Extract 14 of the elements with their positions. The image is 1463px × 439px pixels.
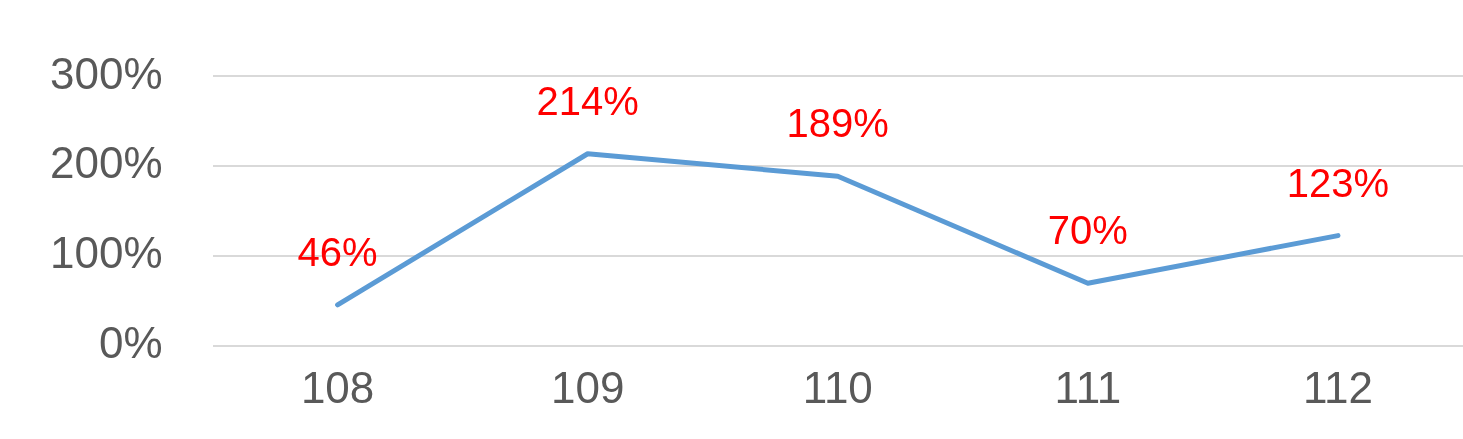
- x-tick-label: 109: [550, 362, 625, 412]
- data-label: 46%: [297, 229, 378, 274]
- data-label: 189%: [786, 101, 889, 146]
- x-tick-label: 112: [1302, 362, 1374, 412]
- data-label: 123%: [1286, 160, 1390, 205]
- x-tick-label: 108: [300, 362, 375, 412]
- y-tick-label: 0%: [98, 318, 163, 368]
- x-tick-label: 111: [1054, 362, 1122, 412]
- data-label: 70%: [1047, 208, 1128, 253]
- data-label: 214%: [536, 78, 639, 123]
- x-tick-label: 110: [802, 362, 873, 412]
- y-tick-label: 300%: [49, 48, 163, 98]
- y-tick-label: 200%: [49, 138, 163, 188]
- y-tick-label: 100%: [49, 228, 163, 278]
